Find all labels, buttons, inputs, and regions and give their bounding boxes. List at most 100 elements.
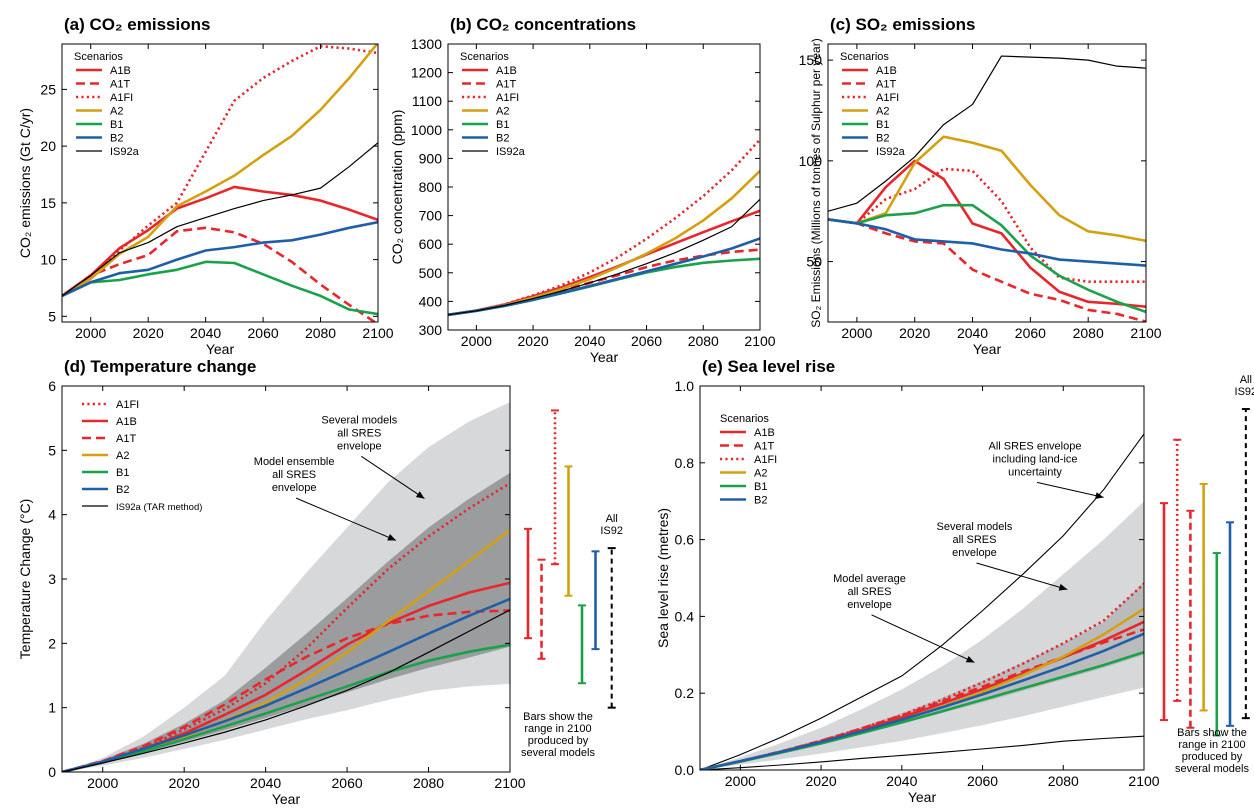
x-tick-label: 2000 (87, 775, 118, 791)
legend-label: A1T (876, 79, 896, 91)
y-tick-label: 1300 (411, 36, 442, 52)
y-tick-label: 1100 (412, 93, 442, 109)
series-line-a2 (828, 135, 1146, 243)
y-tick-label: 3 (48, 571, 56, 587)
x-tick-label: 2040 (190, 325, 221, 341)
annotation-text: envelope (337, 440, 382, 452)
annotation-text: uncertainty (1008, 466, 1062, 478)
legend-label: A1B (496, 65, 517, 77)
plot-frame (827, 43, 1147, 323)
y-tick-label: 0.0 (675, 762, 695, 778)
x-tick-label: 2000 (725, 773, 756, 789)
annotation-arrow-line (976, 562, 1068, 590)
series-line-b2 (448, 237, 760, 317)
x-tick-label: 2060 (1015, 325, 1046, 341)
y-axis-label: Sea level rise (metres) (655, 508, 671, 648)
legend-label: B2 (876, 133, 889, 145)
y-tick-label: 500 (419, 265, 443, 281)
legend-label: A1FI (110, 92, 133, 104)
x-tick-label: 2080 (413, 775, 444, 791)
plot-frame (699, 385, 1145, 771)
legend-label: A1FI (876, 92, 899, 104)
series-line-a2 (448, 170, 760, 317)
x-tick-label: 2080 (1048, 773, 1079, 789)
series-line-is92a (62, 609, 510, 772)
series-line-b2 (62, 220, 378, 298)
bars-note-line: produced by (1182, 751, 1243, 763)
plot-frame (61, 43, 379, 323)
annotation-arrow-head (965, 655, 975, 663)
annotation-text: including land-ice (993, 453, 1078, 465)
annotation-arrow-head (387, 534, 396, 541)
y-tick-label: 800 (419, 179, 443, 195)
y-tick-label: 400 (419, 293, 443, 309)
y-tick-label: 6 (48, 378, 56, 394)
x-tick-label: 2000 (461, 333, 492, 349)
plot-frame (447, 43, 761, 331)
series-line-b1 (828, 203, 1146, 314)
x-tick-label: 2060 (332, 775, 363, 791)
y-tick-label: 0.2 (675, 685, 695, 701)
bars-note-line: range in 2100 (1178, 739, 1245, 751)
bars-note-line: several models (1175, 763, 1249, 775)
series-line-a1fi (62, 482, 510, 772)
panel-title: (b) CO₂ concentrations (450, 15, 636, 34)
bars-note-line: Bars show the (523, 711, 593, 723)
annotation-text: envelope (952, 547, 997, 559)
legend-label: IS92a (110, 146, 140, 158)
legend-label: A2 (116, 450, 129, 462)
legend-label: B2 (496, 133, 509, 145)
x-tick-label: 2020 (806, 773, 837, 789)
series-line-a1fi (448, 138, 760, 317)
legend-label: B2 (754, 495, 767, 507)
panel-d: 2000 2020 2040 2060 2080 2100 0 1 2 3 4 5 6 (d) Tempe… (17, 357, 623, 807)
x-tick-label: 2060 (631, 333, 662, 349)
all-is92-label: All (606, 513, 618, 525)
annotation-arrow-head (1095, 492, 1104, 500)
bars-note-line: produced by (528, 735, 589, 747)
y-tick-label: 150 (799, 52, 823, 68)
x-tick-label: 2060 (967, 773, 998, 789)
plot-area (700, 433, 1144, 770)
all-is92-label: IS92 (1235, 386, 1254, 398)
panel-a: 2000 2020 2040 2060 2080 2100 5 10 15 20 25 (a) CO₂… (17, 15, 394, 357)
legend-label: A1B (876, 65, 897, 77)
series-line-b2 (700, 632, 1144, 770)
legend-label: A1B (116, 416, 137, 428)
legend-label: IS92a (876, 146, 906, 158)
legend-label: A1FI (116, 399, 139, 411)
legend-label: B1 (876, 119, 889, 131)
annotation-arrow-line (1036, 481, 1104, 498)
bars-note-line: several models (521, 747, 595, 759)
legend-label: A1T (496, 79, 516, 91)
series-line-is92a (828, 55, 1146, 212)
y-tick-label: 15 (40, 195, 56, 211)
envelope-upper-line (700, 433, 1144, 770)
bars-note-line: range in 2100 (524, 723, 591, 735)
series-line-a1t (828, 218, 1146, 322)
annotation-text: envelope (272, 482, 317, 494)
x-tick-label: 2080 (688, 333, 719, 349)
envelope-area (62, 402, 510, 772)
y-tick-label: 600 (419, 236, 443, 252)
y-tick-label: 4 (48, 507, 56, 523)
x-tick-label: 2080 (305, 325, 336, 341)
y-tick-label: 1 (48, 700, 56, 716)
series-line-is92a (448, 198, 760, 316)
annotation-text: Several models (937, 521, 1013, 533)
all-is92-label: IS92 (600, 525, 623, 537)
annotation-arrow-line (871, 614, 975, 663)
panel-b: 2000 2020 2040 2060 2080 2100 300 400 500 600 700 8… (389, 15, 776, 365)
legend-label: A2 (496, 106, 509, 118)
x-tick-label: 2100 (1128, 773, 1159, 789)
annotation-text: all SRES (952, 534, 996, 546)
legend-label: A2 (110, 106, 123, 118)
series-line-a1t (62, 609, 510, 772)
panel-title: (d) Temperature change (64, 357, 256, 376)
legend-label: B1 (116, 467, 129, 479)
legend-label: B1 (110, 119, 123, 131)
